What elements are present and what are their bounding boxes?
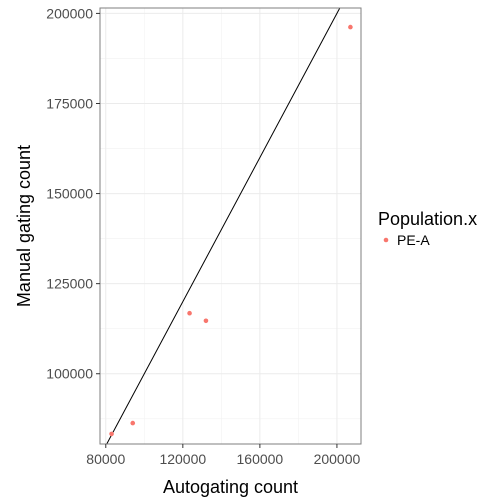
legend-items: PE-A [383, 232, 430, 248]
data-point [348, 24, 353, 30]
data-point [109, 431, 114, 437]
data-point [203, 318, 209, 324]
y-tick-label: 100000 [46, 366, 93, 382]
y-tick-label: 125000 [46, 276, 93, 292]
identity-line [106, 7, 341, 445]
x-tick-label: 120000 [159, 451, 206, 467]
data-points [109, 24, 353, 437]
y-tick-label: 200000 [46, 5, 93, 21]
x-tick-label: 200000 [314, 451, 361, 467]
data-point [130, 420, 136, 426]
x-axis-ticks: 80000 120000 160000 200000 [86, 444, 360, 467]
legend-title: Population.x [378, 209, 477, 229]
y-axis-title: Manual gating count [14, 145, 34, 307]
plot-panel-border [99, 7, 362, 445]
major-gridlines [100, 8, 361, 444]
x-tick-label: 160000 [237, 451, 284, 467]
y-tick-label: 150000 [46, 186, 93, 202]
x-tick-label: 80000 [86, 451, 125, 467]
x-axis-title: Autogating count [163, 477, 298, 497]
reference-line-layer [106, 7, 341, 445]
legend: Population.x PE-A [378, 209, 477, 248]
y-tick-label: 175000 [46, 95, 93, 111]
legend-key [383, 237, 389, 243]
data-point [187, 310, 192, 316]
y-axis-ticks: 100000 125000 150000 175000 200000 [46, 5, 100, 382]
minor-gridlines [100, 8, 361, 444]
legend-label: PE-A [397, 232, 430, 248]
